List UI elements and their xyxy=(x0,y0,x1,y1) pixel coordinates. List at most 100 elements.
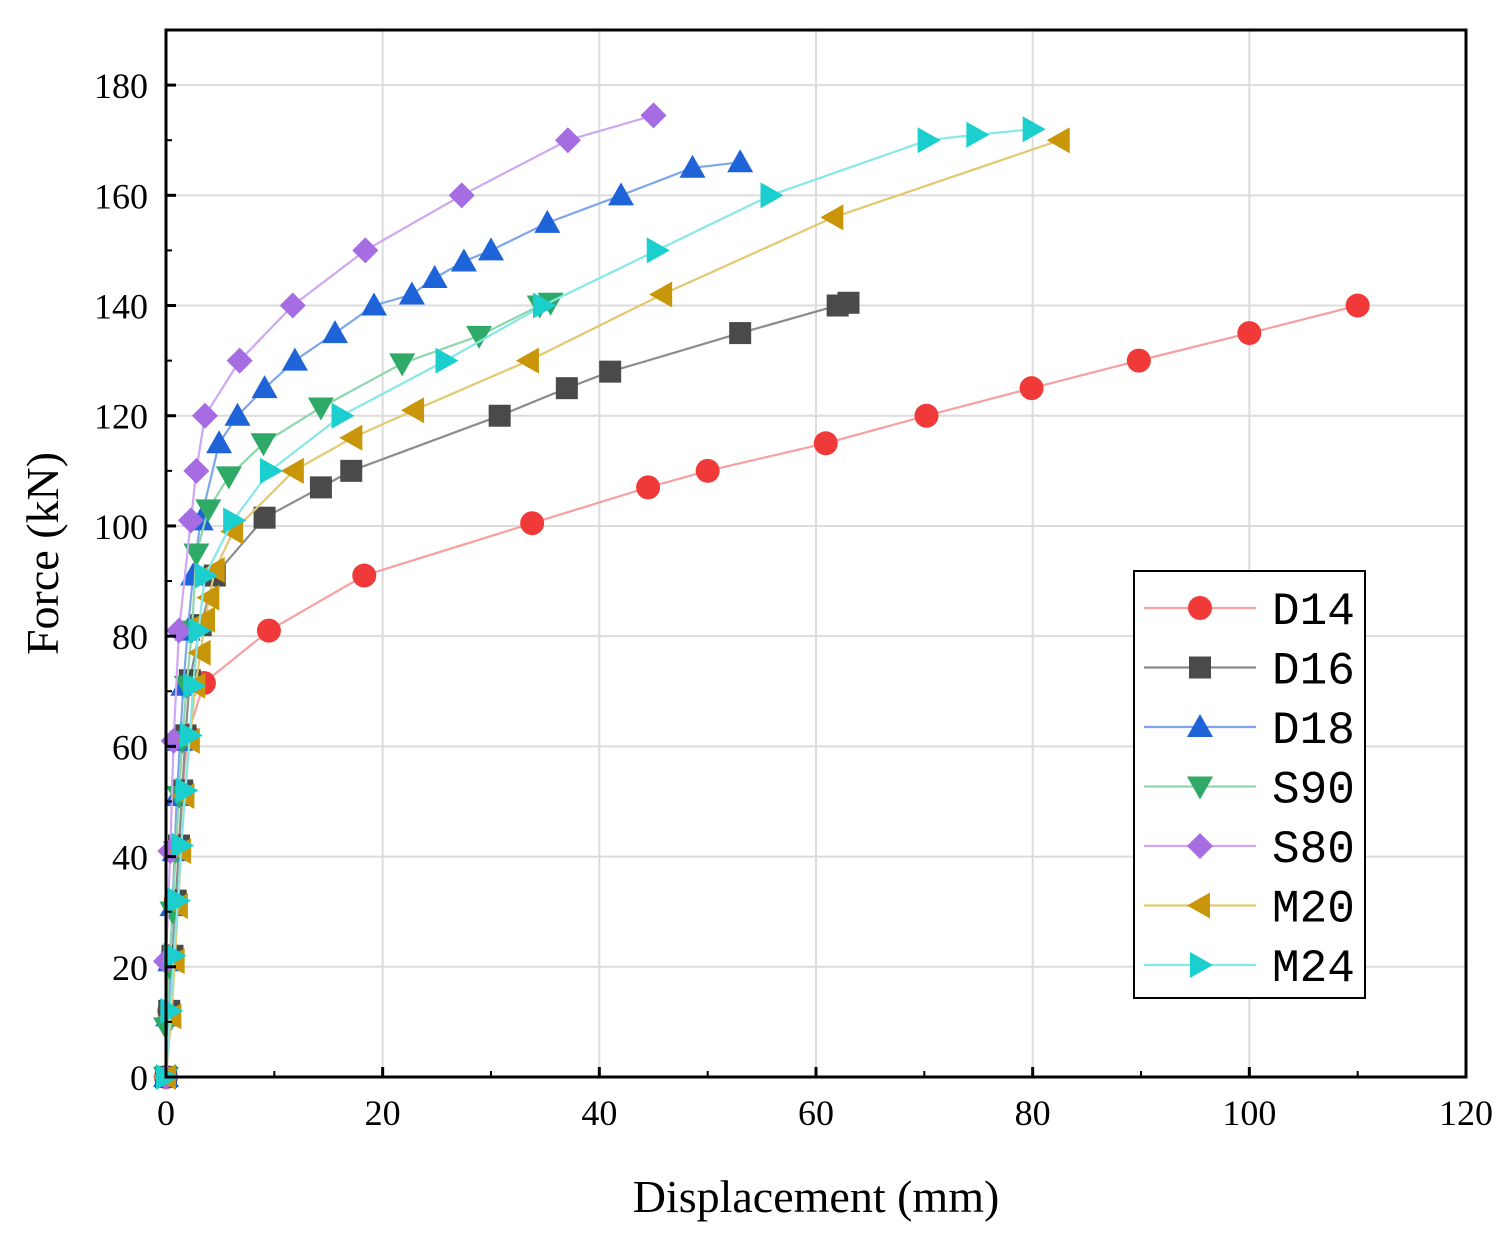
data-point-s80 xyxy=(177,507,204,534)
data-point-s80 xyxy=(352,237,379,264)
data-point-m24 xyxy=(760,182,784,209)
data-point-d14 xyxy=(520,511,545,536)
legend-marker-d18 xyxy=(1187,714,1213,737)
data-point-m20 xyxy=(649,281,673,308)
data-point-d18 xyxy=(478,237,504,261)
series-m24 xyxy=(156,116,1046,1090)
y-tick-label: 40 xyxy=(112,838,148,878)
data-point-s80 xyxy=(183,457,210,484)
data-point-m20 xyxy=(1046,127,1070,154)
legend-item-d16: D16 xyxy=(1144,646,1355,698)
legend-label-d14: D14 xyxy=(1272,586,1355,638)
data-point-s80 xyxy=(279,292,306,319)
data-point-s80 xyxy=(192,402,218,429)
x-tick-label: 20 xyxy=(365,1093,401,1133)
data-point-m24 xyxy=(179,722,203,749)
legend-box xyxy=(1133,570,1366,999)
data-point-d16 xyxy=(340,459,363,482)
data-point-s80 xyxy=(448,182,475,209)
series-line-m20 xyxy=(164,139,1061,1078)
legend-label-s90: S90 xyxy=(1272,765,1355,817)
data-point-s90 xyxy=(250,433,277,457)
x-tick-label: 0 xyxy=(157,1093,175,1133)
data-point-m24 xyxy=(966,121,990,148)
data-point-m24 xyxy=(533,292,556,319)
y-tick-label: 0 xyxy=(130,1058,148,1098)
data-point-d18 xyxy=(281,347,308,371)
data-point-d18 xyxy=(679,154,706,178)
x-axis-label: Displacement (mm) xyxy=(633,1171,1000,1222)
y-axis-label: Force (kN) xyxy=(17,452,68,655)
legend-marker-m20 xyxy=(1187,892,1210,919)
data-point-d14 xyxy=(1019,376,1044,401)
data-point-d18 xyxy=(421,264,448,288)
data-point-m24 xyxy=(1022,116,1046,143)
data-point-d14 xyxy=(1126,348,1151,373)
y-tick-label: 60 xyxy=(112,727,148,767)
data-point-d18 xyxy=(450,248,477,272)
y-tick-label: 180 xyxy=(94,66,148,106)
data-point-d16 xyxy=(253,506,276,529)
data-point-m24 xyxy=(188,617,212,644)
data-point-d14 xyxy=(352,563,377,588)
data-point-m20 xyxy=(196,584,220,611)
data-point-m24 xyxy=(435,347,459,374)
data-point-m24 xyxy=(917,127,941,154)
x-tick-label: 120 xyxy=(1439,1093,1493,1133)
data-point-d14 xyxy=(256,618,281,643)
data-point-d18 xyxy=(322,320,348,344)
data-point-d14 xyxy=(914,403,939,428)
x-tick-label: 40 xyxy=(581,1093,617,1133)
data-point-m20 xyxy=(280,457,304,484)
legend-marker-d14 xyxy=(1188,596,1212,620)
series-line-m24 xyxy=(164,128,1033,1078)
data-point-d18 xyxy=(361,292,387,316)
data-point-d14 xyxy=(813,431,838,456)
legend-item-d14: D14 xyxy=(1144,586,1355,638)
data-point-m24 xyxy=(223,507,247,534)
data-point-s80 xyxy=(640,102,667,129)
data-point-d16 xyxy=(555,377,578,400)
axis-ticks: 0 20 40 60 80 100 120 0 20 40 60 80 100 120 140 160 180 xyxy=(94,66,1493,1133)
data-point-s80 xyxy=(554,127,581,154)
data-point-d18 xyxy=(398,281,425,305)
legend-item-s90: S90 xyxy=(1144,765,1355,817)
data-point-d14 xyxy=(1345,293,1370,318)
y-tick-label: 120 xyxy=(94,397,148,437)
data-point-d18 xyxy=(251,375,278,399)
data-point-d16 xyxy=(729,322,752,345)
y-tick-label: 100 xyxy=(94,507,148,547)
legend-item-m20: M20 xyxy=(1144,884,1355,936)
x-tick-label: 80 xyxy=(1015,1093,1051,1133)
data-point-d18 xyxy=(727,149,754,173)
data-point-m24 xyxy=(163,942,187,969)
data-point-s90 xyxy=(183,543,210,567)
legend-item-m24: M24 xyxy=(1144,943,1355,995)
legend-item-s80: S80 xyxy=(1144,824,1355,876)
y-tick-label: 80 xyxy=(112,617,148,657)
data-point-m24 xyxy=(331,402,355,429)
data-point-s90 xyxy=(195,499,222,523)
data-point-d16 xyxy=(599,360,622,383)
legend: D14 D16 D18 S90 S80 M20 M24 xyxy=(1133,570,1366,999)
legend-marker-m24 xyxy=(1190,952,1213,978)
data-point-m24 xyxy=(167,887,191,914)
data-point-m20 xyxy=(187,639,211,666)
data-point-d16 xyxy=(488,404,511,427)
y-tick-label: 160 xyxy=(94,176,148,216)
data-point-d18 xyxy=(224,402,251,426)
data-point-m20 xyxy=(515,347,539,374)
data-point-d16 xyxy=(309,476,332,499)
data-point-m20 xyxy=(820,204,844,231)
data-point-m24 xyxy=(260,457,283,484)
y-tick-label: 20 xyxy=(112,948,148,988)
x-tick-label: 60 xyxy=(798,1093,834,1133)
data-point-s90 xyxy=(466,325,493,349)
legend-label-m20: M20 xyxy=(1272,884,1355,936)
x-tick-label: 100 xyxy=(1222,1093,1276,1133)
data-point-m20 xyxy=(401,397,425,424)
grid xyxy=(166,30,1466,1077)
data-point-m20 xyxy=(192,606,215,633)
data-point-d14 xyxy=(695,458,720,483)
